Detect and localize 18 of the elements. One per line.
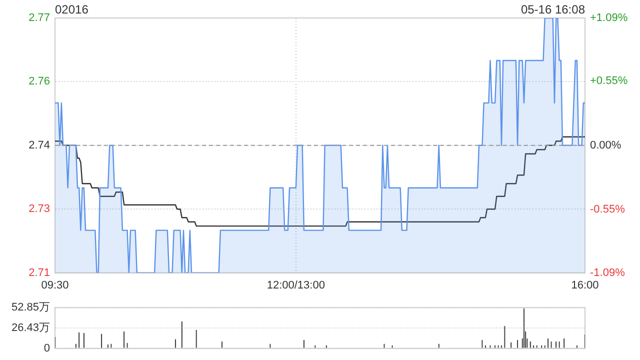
y-tick-label: 2.71 (28, 266, 50, 279)
y-tick-label: 26.43万 (11, 322, 50, 334)
y-tick-label: 52.85万 (11, 302, 50, 314)
y-tick-label: 0 (44, 342, 50, 354)
y-tick-label: 2.74 (28, 139, 50, 152)
y2-tick-label: +1.09% (590, 12, 628, 24)
y2-tick-label: -1.09% (590, 266, 626, 279)
y-tick-label: 2.77 (28, 12, 50, 24)
y2-tick-label: -0.55% (590, 204, 626, 216)
y-tick-label: 2.73 (28, 203, 50, 216)
y2-tick-label: 0.00% (590, 139, 622, 152)
x-tick-label: 09:30 (41, 279, 69, 292)
chart-title: 02016 (55, 2, 89, 16)
y-tick-label: 2.76 (28, 76, 50, 88)
x-tick-label: 12:00/13:00 (266, 279, 325, 292)
x-tick-label: 16:00 (571, 279, 599, 292)
y2-tick-label: +0.55% (590, 75, 628, 88)
text: 05-16 16:08 (520, 2, 586, 16)
